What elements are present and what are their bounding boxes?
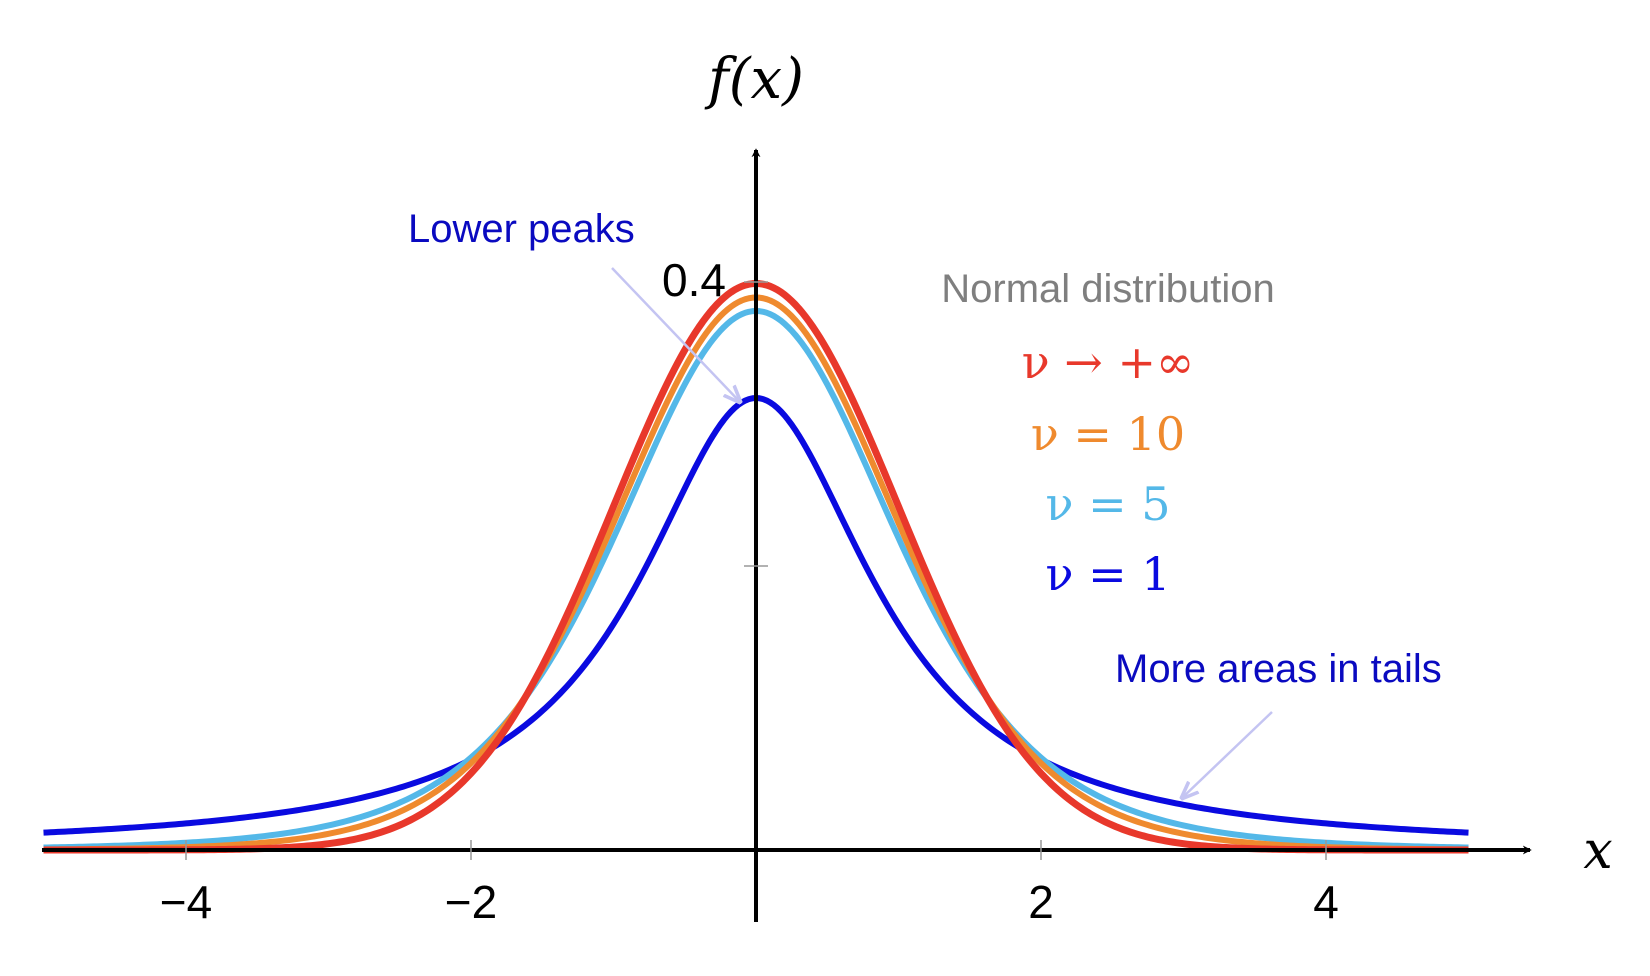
x-tick-label: 4 bbox=[1313, 876, 1339, 928]
legend-entry-nu-5: ν = 5 bbox=[1045, 477, 1170, 531]
annotation-arrow-tails bbox=[1182, 711, 1273, 798]
legend-entry-nu-infinity: ν → +∞ bbox=[1022, 335, 1195, 389]
annotation-more-areas-in-tails: More areas in tails bbox=[1115, 647, 1442, 691]
y-tick-label: 0.4 bbox=[662, 254, 726, 306]
legend-entry-nu-10: ν = 10 bbox=[1031, 407, 1185, 461]
x-tick-label: −2 bbox=[445, 876, 497, 928]
x-axis-label: x bbox=[1583, 821, 1612, 881]
legend: Normal distribution ν → +∞ ν = 10 ν = 5 … bbox=[941, 267, 1274, 601]
legend-title: Normal distribution bbox=[941, 267, 1274, 311]
y-axis-label: f(x) bbox=[704, 47, 804, 112]
x-tick-label: −4 bbox=[160, 876, 212, 928]
x-tick-label: 2 bbox=[1028, 876, 1054, 928]
annotation-lower-peaks: Lower peaks bbox=[408, 207, 635, 251]
annotation-arrow-lower-peaks bbox=[611, 267, 740, 402]
tick-group: −4 −2 2 4 0.4 bbox=[160, 254, 1339, 928]
legend-entry-nu-1: ν = 1 bbox=[1045, 547, 1170, 601]
